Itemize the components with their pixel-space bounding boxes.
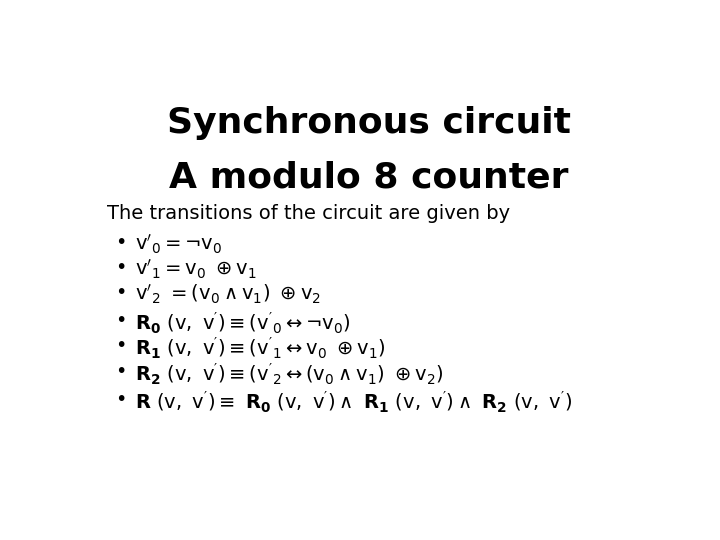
Text: •: • — [115, 311, 127, 330]
Text: •: • — [115, 362, 127, 381]
Text: •: • — [115, 390, 127, 409]
Text: $\mathbf{R}\ \mathregular{(v,\ v') \equiv}\ \mathbf{R_0}\ \mathregular{(v,\ v') : $\mathbf{R}\ \mathregular{(v,\ v') \equi… — [135, 390, 572, 415]
Text: •: • — [115, 258, 127, 277]
Text: $\mathregular{v}'_2\ = (\mathregular{v}_0 \wedge \mathregular{v}_1)\ \oplus \mat: $\mathregular{v}'_2\ = (\mathregular{v}_… — [135, 283, 320, 306]
Text: A modulo 8 counter: A modulo 8 counter — [169, 160, 569, 194]
Text: •: • — [115, 233, 127, 252]
Text: •: • — [115, 283, 127, 302]
Text: $\mathregular{v}'_0 = \neg \mathregular{v}_0$: $\mathregular{v}'_0 = \neg \mathregular{… — [135, 233, 222, 256]
Text: The transitions of the circuit are given by: The transitions of the circuit are given… — [107, 204, 510, 223]
Text: $\mathbf{R_2}\ \mathregular{(v,\ v') \equiv (v'_2 \leftrightarrow (v_0 \wedge v_: $\mathbf{R_2}\ \mathregular{(v,\ v') \eq… — [135, 362, 444, 387]
Text: $\mathregular{v}'_1 = \mathregular{v}_0\ \oplus \mathregular{v}_1$: $\mathregular{v}'_1 = \mathregular{v}_0\… — [135, 258, 256, 281]
Text: $\mathbf{R_0}\ \mathregular{(v,\ v') \equiv (v'_0 \leftrightarrow \neg v_0)}$: $\mathbf{R_0}\ \mathregular{(v,\ v') \eq… — [135, 311, 350, 336]
Text: Synchronous circuit: Synchronous circuit — [167, 106, 571, 140]
Text: •: • — [115, 336, 127, 355]
Text: $\mathbf{R_1}\ \mathregular{(v,\ v') \equiv (v'_1 \leftrightarrow v_0}\ \oplus \: $\mathbf{R_1}\ \mathregular{(v,\ v') \eq… — [135, 336, 385, 361]
